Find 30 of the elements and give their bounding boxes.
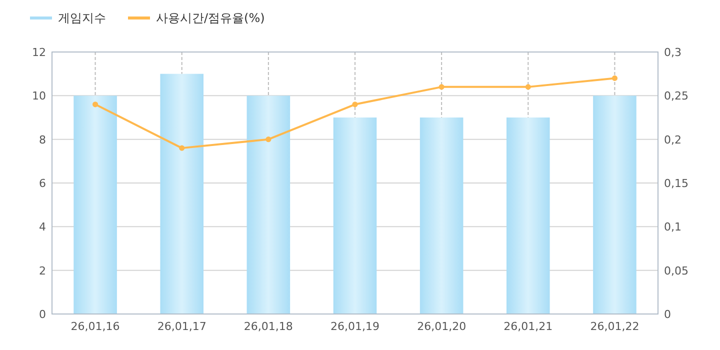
point: [92, 102, 98, 108]
y-tick-label: 6: [39, 177, 46, 190]
x-tick-label: 26,01,16: [70, 320, 120, 333]
x-tick-label: 26,01,22: [590, 320, 640, 333]
y-tick-label: 0: [39, 308, 46, 321]
x-tick-label: 26,01,17: [157, 320, 206, 333]
y-tick-label: 4: [39, 220, 46, 234]
point: [266, 136, 272, 142]
y2-tick-label: 0: [664, 308, 671, 321]
legend-label: 사용시간/점유율(%): [156, 11, 265, 25]
y2-tick-label: 0,15: [664, 177, 688, 190]
x-tick-label: 26,01,20: [417, 320, 466, 333]
point: [352, 102, 358, 108]
y-tick-label: 12: [32, 46, 46, 59]
point: [525, 84, 531, 90]
y2-tick-label: 0,2: [664, 133, 682, 146]
x-tick-label: 26,01,21: [504, 320, 553, 333]
x-tick-label: 26,01,18: [244, 320, 293, 333]
y2-tick-label: 0,05: [664, 264, 688, 278]
y2-tick-label: 0,1: [664, 220, 682, 234]
y-tick-label: 8: [39, 133, 46, 146]
y2-tick-label: 0,3: [664, 46, 682, 59]
x-tick-label: 26,01,19: [330, 320, 380, 333]
y2-tick-label: 0,25: [664, 90, 688, 103]
point: [438, 84, 444, 90]
y-tick-label: 10: [32, 90, 46, 103]
y-tick-label: 2: [39, 264, 46, 278]
point: [179, 145, 185, 151]
legend-label: 게임지수: [58, 11, 106, 25]
point: [612, 75, 618, 81]
